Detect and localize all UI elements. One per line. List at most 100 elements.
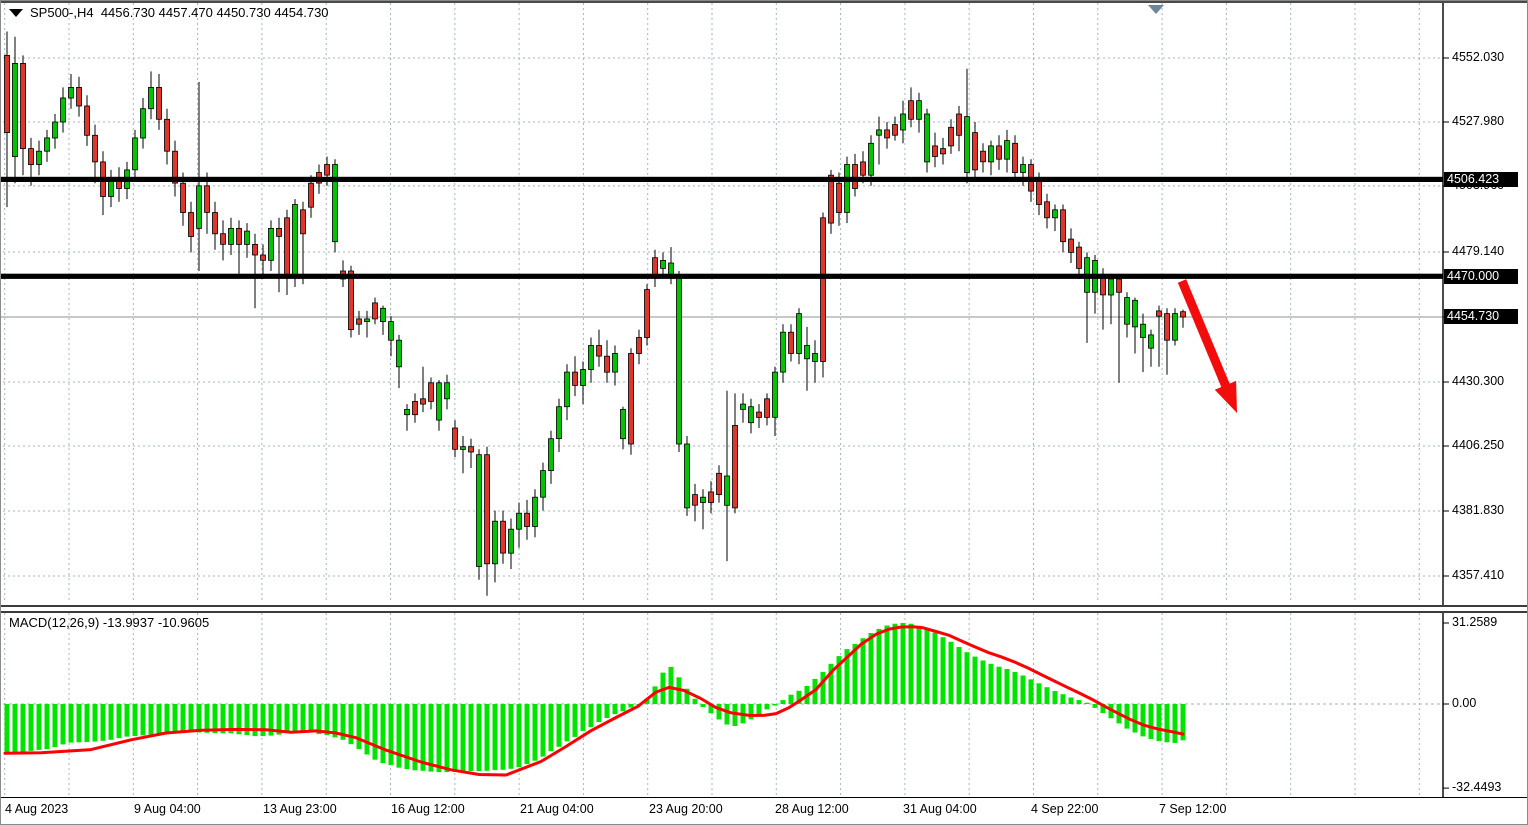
- candle-body[interactable]: [484, 454, 490, 565]
- candle-body[interactable]: [1164, 313, 1170, 341]
- candle-body[interactable]: [764, 398, 770, 418]
- candle-body[interactable]: [1172, 313, 1178, 341]
- candle-body[interactable]: [300, 209, 306, 235]
- candle-body[interactable]: [580, 369, 586, 386]
- symbol-dropdown-icon[interactable]: [9, 8, 23, 17]
- candle-body[interactable]: [1132, 299, 1138, 328]
- candle-body[interactable]: [676, 275, 682, 445]
- candle-body[interactable]: [700, 496, 706, 503]
- candle-body[interactable]: [692, 494, 698, 506]
- candle-body[interactable]: [60, 97, 66, 123]
- candle-body[interactable]: [292, 204, 298, 277]
- candle-body[interactable]: [140, 108, 146, 139]
- candle-body[interactable]: [172, 150, 178, 184]
- candle-body[interactable]: [788, 331, 794, 354]
- candle-body[interactable]: [820, 217, 826, 362]
- candle-body[interactable]: [900, 113, 906, 131]
- candle-body[interactable]: [956, 113, 962, 136]
- candle-body[interactable]: [468, 446, 474, 453]
- candle-body[interactable]: [772, 371, 778, 418]
- candle-body[interactable]: [260, 254, 266, 261]
- candle-body[interactable]: [68, 87, 74, 99]
- candle-body[interactable]: [36, 150, 42, 165]
- candle-body[interactable]: [892, 124, 898, 136]
- candle-body[interactable]: [556, 406, 562, 440]
- candle-body[interactable]: [916, 100, 922, 120]
- candle-body[interactable]: [356, 318, 362, 325]
- candle-body[interactable]: [276, 227, 282, 237]
- candle-body[interactable]: [932, 145, 938, 157]
- candle-body[interactable]: [76, 87, 82, 107]
- candle-body[interactable]: [1076, 246, 1082, 269]
- candle-body[interactable]: [940, 148, 946, 155]
- candle-body[interactable]: [476, 454, 482, 567]
- candle-body[interactable]: [548, 438, 554, 472]
- candle-body[interactable]: [1068, 238, 1074, 253]
- candle-body[interactable]: [868, 142, 874, 176]
- horizontal-line-object[interactable]: [1, 176, 1443, 182]
- candle-body[interactable]: [156, 87, 162, 120]
- candle-body[interactable]: [324, 164, 330, 176]
- candle-body[interactable]: [332, 164, 338, 243]
- candle-body[interactable]: [452, 427, 458, 450]
- candle-body[interactable]: [188, 212, 194, 237]
- candle-body[interactable]: [164, 118, 170, 152]
- candle-body[interactable]: [1004, 140, 1010, 160]
- candle-body[interactable]: [636, 337, 642, 354]
- candle-body[interactable]: [804, 345, 810, 360]
- candle-body[interactable]: [252, 243, 258, 256]
- candle-body[interactable]: [204, 185, 210, 213]
- candle-body[interactable]: [516, 512, 522, 530]
- candle-body[interactable]: [284, 217, 290, 277]
- candle-body[interactable]: [44, 137, 50, 152]
- candle-body[interactable]: [428, 382, 434, 402]
- candle-body[interactable]: [988, 145, 994, 163]
- candle-body[interactable]: [364, 318, 370, 322]
- candle-body[interactable]: [796, 313, 802, 354]
- candle-body[interactable]: [748, 406, 754, 424]
- candle-body[interactable]: [980, 150, 986, 163]
- candle-body[interactable]: [412, 400, 418, 416]
- candle-body[interactable]: [540, 470, 546, 498]
- candle-body[interactable]: [860, 161, 866, 176]
- candle-body[interactable]: [660, 259, 666, 269]
- candle-body[interactable]: [444, 382, 450, 400]
- candle-body[interactable]: [756, 411, 762, 418]
- candle-body[interactable]: [28, 148, 34, 166]
- panel-separator-top[interactable]: [1, 605, 1527, 607]
- candle-body[interactable]: [404, 408, 410, 416]
- candle-body[interactable]: [500, 520, 506, 554]
- time-axis[interactable]: 4 Aug 2023 9 Aug 04:00 13 Aug 23:00 16 Aug …: [1, 799, 1443, 824]
- candle-body[interactable]: [1116, 278, 1122, 293]
- candle-body[interactable]: [572, 371, 578, 386]
- candle-body[interactable]: [652, 257, 658, 277]
- candle-body[interactable]: [388, 321, 394, 341]
- candle-body[interactable]: [908, 100, 914, 120]
- candle-body[interactable]: [20, 63, 26, 149]
- candle-body[interactable]: [740, 403, 746, 410]
- candle-body[interactable]: [1156, 310, 1162, 317]
- candle-body[interactable]: [1020, 164, 1026, 173]
- candle-body[interactable]: [620, 408, 626, 440]
- candle-body[interactable]: [612, 353, 618, 373]
- candle-body[interactable]: [828, 174, 834, 224]
- candle-body[interactable]: [876, 129, 882, 136]
- candle-body[interactable]: [812, 353, 818, 362]
- candle-body[interactable]: [996, 145, 1002, 160]
- candle-body[interactable]: [180, 182, 186, 213]
- candle-body[interactable]: [52, 121, 58, 139]
- candle-body[interactable]: [492, 520, 498, 565]
- candle-body[interactable]: [1148, 334, 1154, 349]
- candle-body[interactable]: [148, 87, 154, 110]
- candle-body[interactable]: [884, 129, 890, 139]
- candle-body[interactable]: [244, 230, 250, 245]
- candle-body[interactable]: [708, 491, 714, 503]
- main-price-chart[interactable]: [1, 1, 1528, 605]
- candle-body[interactable]: [780, 331, 786, 373]
- candle-body[interactable]: [132, 137, 138, 171]
- candle-body[interactable]: [852, 164, 858, 189]
- candle-body[interactable]: [532, 496, 538, 527]
- candle-body[interactable]: [524, 512, 530, 527]
- arrow-annotation-head[interactable]: [1214, 380, 1237, 413]
- candle-body[interactable]: [948, 126, 954, 147]
